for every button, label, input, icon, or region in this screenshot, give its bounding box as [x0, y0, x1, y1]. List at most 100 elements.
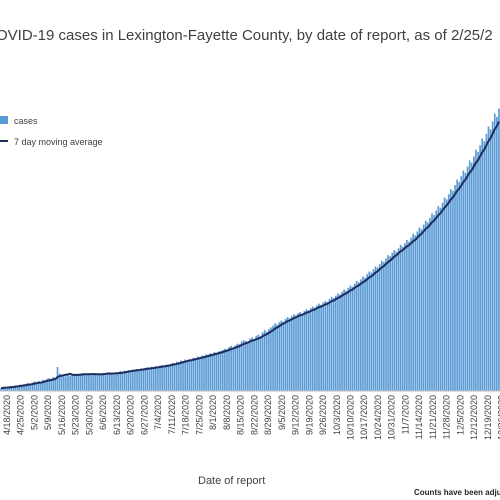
x-tick-label: 9/19/2020 [304, 395, 314, 435]
bar-cases-51 [106, 372, 109, 391]
bar-cases-72 [150, 366, 153, 391]
bar-cases-130 [272, 325, 274, 391]
bar-cases-166 [347, 287, 350, 391]
bar-cases-81 [169, 363, 172, 391]
bar-cases-170 [355, 281, 358, 391]
x-tick-label: 7/18/2020 [181, 395, 191, 435]
bar-cases-88 [184, 359, 186, 391]
bar-cases-181 [378, 264, 381, 391]
bar-cases-184 [385, 258, 387, 391]
bar-cases-199 [416, 231, 419, 391]
bar-cases-228 [477, 151, 479, 391]
bar-cases-139 [291, 316, 293, 391]
bar-cases-221 [462, 170, 465, 391]
bar-cases-85 [178, 362, 180, 391]
bar-cases-19 [39, 383, 42, 391]
bar-cases-9 [19, 384, 21, 391]
bar-cases-134 [280, 320, 283, 391]
bar-cases-44 [92, 374, 94, 391]
legend-label-moving-average: 7 day moving average [14, 137, 103, 147]
bar-cases-220 [460, 176, 463, 391]
bar-cases-117 [244, 340, 247, 391]
bar-cases-46 [96, 373, 99, 391]
bar-cases-91 [190, 359, 193, 391]
bar-cases-214 [447, 194, 450, 391]
bar-cases-1 [2, 387, 4, 391]
bar-cases-103 [215, 352, 218, 391]
bar-cases-28 [58, 373, 61, 391]
bar-cases-89 [186, 359, 189, 391]
bar-cases-156 [326, 301, 329, 391]
bar-cases-55 [115, 373, 117, 391]
bar-cases-144 [301, 313, 304, 391]
bar-cases-48 [100, 374, 103, 391]
bar-cases-141 [295, 315, 297, 391]
bar-cases-190 [397, 248, 400, 391]
x-tick-label: 7/11/2020 [167, 395, 177, 434]
x-tick-label: 7/25/2020 [194, 395, 204, 435]
bar-cases-107 [224, 348, 226, 391]
bar-cases-127 [265, 331, 268, 391]
bar-cases-18 [37, 380, 40, 391]
x-tick-label: 5/16/2020 [57, 395, 67, 435]
bar-cases-186 [389, 256, 391, 391]
bar-cases-90 [188, 358, 191, 391]
x-tick-label: 5/9/2020 [43, 395, 53, 430]
bar-cases-211 [441, 202, 444, 391]
bar-cases-26 [54, 379, 57, 391]
bar-cases-115 [240, 341, 243, 391]
bar-cases-123 [257, 334, 260, 391]
bar-cases-11 [23, 384, 25, 391]
bar-cases-62 [129, 370, 132, 391]
footnote: Counts have been adjusted t [414, 488, 500, 497]
bar-cases-22 [46, 378, 48, 391]
bar-cases-82 [171, 362, 174, 391]
bar-cases-73 [152, 367, 155, 391]
bar-cases-106 [221, 349, 224, 391]
bar-cases-6 [12, 386, 15, 391]
x-tick-label: 7/4/2020 [153, 395, 163, 430]
bar-cases-217 [454, 185, 456, 391]
bar-cases-120 [251, 337, 253, 391]
bar-cases-171 [357, 282, 360, 391]
bar-cases-151 [316, 305, 318, 391]
bar-cases-119 [249, 338, 251, 391]
bar-cases-37 [77, 374, 80, 391]
x-tick-label: 10/3/2020 [332, 395, 342, 435]
bar-cases-173 [362, 276, 364, 391]
x-tick-label: 8/29/2020 [263, 395, 273, 435]
bar-cases-210 [439, 207, 442, 391]
bar-cases-20 [42, 379, 44, 391]
x-tick-label: 8/15/2020 [236, 395, 246, 435]
bar-cases-231 [483, 141, 486, 391]
bar-cases-235 [491, 121, 494, 391]
bar-cases-207 [433, 215, 435, 391]
bar-cases-237 [496, 116, 498, 392]
x-tick-label: 12/19/2020 [483, 395, 493, 440]
x-axis-title: Date of report [198, 475, 265, 487]
legend-swatch-cases [0, 116, 8, 124]
bar-cases-12 [25, 383, 27, 391]
x-tick-label: 6/27/2020 [139, 395, 149, 435]
bar-cases-36 [75, 375, 78, 391]
bar-cases-68 [142, 369, 145, 391]
bar-cases-195 [408, 241, 410, 391]
bar-cases-236 [493, 113, 496, 392]
bar-cases-219 [458, 181, 461, 391]
x-tick-label: 10/31/2020 [387, 395, 397, 440]
bar-cases-224 [468, 160, 471, 391]
bar-cases-153 [320, 304, 322, 391]
x-tick-label: 12/5/2020 [455, 395, 465, 435]
bar-cases-162 [339, 294, 341, 391]
bar-cases-172 [360, 279, 362, 391]
bar-cases-200 [418, 227, 421, 391]
x-tick-label: 6/6/2020 [98, 395, 108, 430]
bar-cases-152 [318, 303, 320, 391]
x-tick-label: 12/26/2020 [497, 395, 500, 440]
bar-cases-215 [450, 189, 452, 391]
bar-cases-158 [330, 296, 333, 391]
bar-cases-116 [242, 340, 245, 391]
bar-cases-56 [117, 372, 120, 391]
bar-cases-182 [380, 260, 383, 391]
bar-cases-178 [372, 269, 375, 391]
